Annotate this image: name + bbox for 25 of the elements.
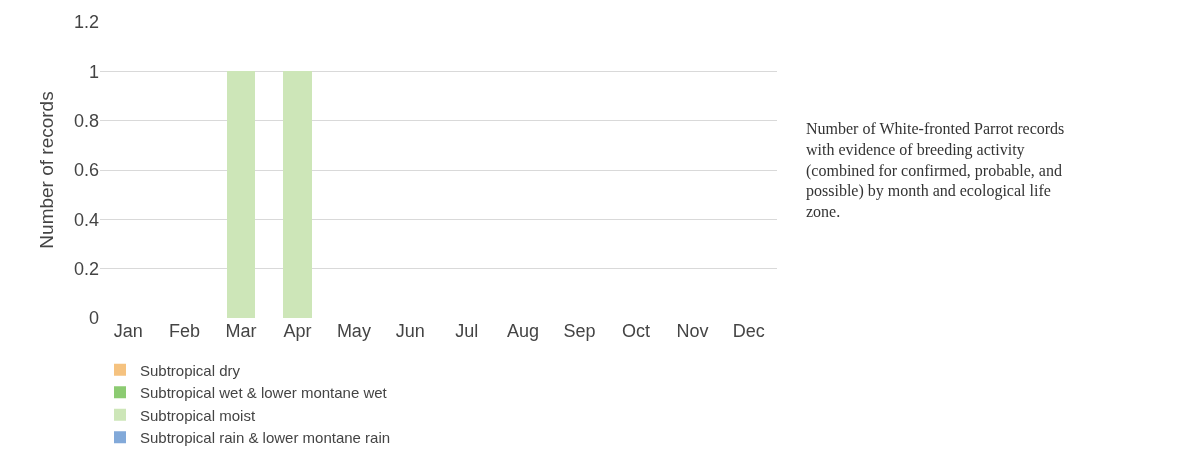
legend-label: Subtropical rain & lower montane rain <box>140 429 391 447</box>
x-tick-label: Feb <box>169 321 201 341</box>
x-tick-label: Jun <box>395 321 425 341</box>
x-tick-label: Aug <box>507 321 540 341</box>
x-tick-label: Nov <box>676 321 709 341</box>
x-tick-label: Mar <box>225 321 257 341</box>
x-tick-label: May <box>336 321 371 341</box>
y-tick-label: 1.2 <box>73 12 99 33</box>
y-tick-label: 0 <box>88 308 99 329</box>
y-tick-label: 0.2 <box>73 258 99 279</box>
legend-label: Subtropical wet & lower montane wet <box>140 384 388 402</box>
x-tick-label: Apr <box>283 321 312 341</box>
x-tick-label: Dec <box>732 321 765 341</box>
y-tick-label: 1 <box>88 61 99 82</box>
legend-label: Subtropical dry <box>140 361 241 379</box>
y-tick-label: 0.8 <box>73 110 99 131</box>
legend-label: Subtropical moist <box>140 406 256 424</box>
x-tick-label: Oct <box>621 321 650 341</box>
y-tick-label: 0.4 <box>73 209 99 230</box>
x-tick-label: Sep <box>563 321 596 341</box>
x-tick-label: Jan <box>113 321 143 341</box>
y-tick-label: 0.6 <box>73 160 99 181</box>
y-axis-title: Number of records <box>35 91 57 249</box>
x-tick-label: Jul <box>455 321 479 341</box>
text: Number of White-fronted Parrot records with evidence of breeding activity (combined for confirmed, probable, and possible) by month and ecological life zone. <box>806 120 1065 221</box>
